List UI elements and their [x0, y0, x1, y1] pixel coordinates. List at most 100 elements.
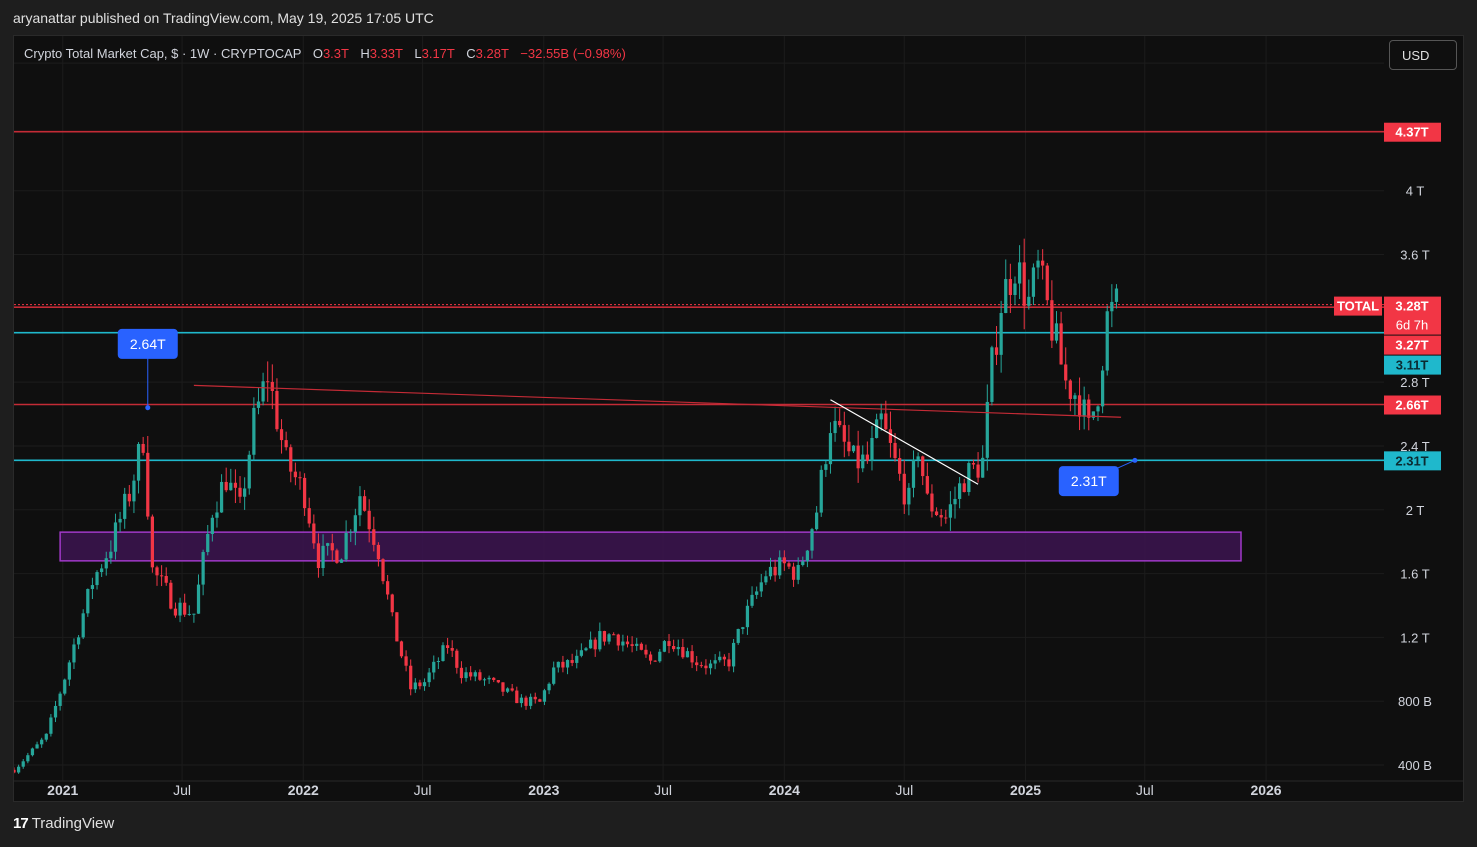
candle-body — [552, 667, 556, 684]
candle-body — [990, 347, 994, 402]
candle-body — [944, 517, 948, 519]
candle-body — [515, 690, 519, 704]
candle-body — [482, 679, 487, 681]
y-axis: 400 B 800 B 1.2 T 1.6 T 2 T 2.4 T 2.8 T 3.6 T 4 … — [1398, 56, 1432, 773]
candle-body — [764, 576, 768, 583]
candle-body — [1008, 279, 1012, 296]
candle-body — [907, 487, 911, 505]
candle-body — [861, 454, 865, 469]
candle-body — [727, 659, 731, 667]
candle-body — [450, 647, 454, 651]
candle-body — [187, 613, 191, 615]
candle-body — [90, 585, 95, 590]
candle-body — [884, 413, 888, 430]
candle-body — [750, 594, 754, 606]
candle-body — [838, 420, 842, 426]
candle-body — [1073, 395, 1077, 399]
tradingview-logo[interactable]: 17 TradingView — [13, 815, 114, 832]
candle-body — [1077, 395, 1082, 417]
price-tag-text-3.27T: 3.27T — [1395, 338, 1428, 353]
candle-body — [934, 511, 939, 516]
candle-body — [247, 454, 251, 489]
x-tick-label: 2021 — [47, 782, 78, 798]
symbol-tag — [1334, 296, 1382, 316]
candle-body — [1105, 311, 1109, 371]
candle-body — [851, 445, 856, 452]
candle-body — [229, 482, 233, 491]
candle-body — [1064, 364, 1068, 381]
candle-body — [362, 496, 367, 511]
candle-body — [976, 464, 980, 478]
candle-body — [708, 663, 713, 669]
candle-body — [1017, 262, 1022, 284]
countdown-text: 6d 7h — [1396, 318, 1429, 333]
close-value: 3.28T — [475, 46, 509, 61]
candle-body — [473, 672, 477, 677]
candle-body — [399, 641, 404, 657]
candle-body — [95, 572, 99, 586]
candle-body — [953, 498, 957, 505]
candle-body — [330, 543, 334, 551]
candle-body — [962, 483, 966, 493]
candle-body — [815, 512, 819, 530]
candle-body — [1041, 260, 1045, 266]
candle-body — [768, 566, 773, 577]
candle-body — [436, 661, 440, 663]
candle-body — [981, 457, 985, 478]
candle-body — [469, 672, 473, 677]
candle-body — [579, 650, 583, 656]
candle-body — [796, 565, 800, 580]
candle-body — [695, 662, 699, 666]
candle-body — [1068, 380, 1072, 399]
candle-body — [312, 523, 316, 544]
candle-body — [409, 665, 413, 690]
callout-anchor-1 — [145, 405, 151, 411]
candle-body — [238, 487, 242, 497]
trendlines — [193, 384, 1122, 485]
price-tag-4.37T — [1384, 122, 1441, 142]
candle-body — [759, 582, 763, 592]
candle-body — [72, 644, 76, 663]
candle-body — [870, 437, 874, 461]
candle-body — [824, 464, 828, 470]
candle-body — [118, 518, 122, 523]
currency-button[interactable]: USD — [1389, 40, 1457, 70]
candle-body — [616, 634, 620, 646]
candle-body — [607, 634, 611, 642]
candle-body — [681, 647, 685, 658]
candle-body — [948, 504, 953, 518]
candle-body — [1091, 411, 1096, 418]
candle-body — [344, 532, 348, 560]
candle-body — [547, 683, 551, 691]
candle-body — [155, 567, 159, 576]
candle-body — [925, 476, 929, 494]
demand-zone — [59, 531, 1242, 562]
y-tick-label: 1.2 T — [1400, 630, 1429, 645]
candle-body — [662, 641, 667, 652]
candle-body — [639, 643, 643, 650]
candle-body — [810, 529, 814, 551]
y-tick-label: 800 B — [1398, 694, 1432, 709]
candle-body — [40, 739, 44, 745]
tradingview-icon: 17 — [13, 815, 29, 832]
close-label: C — [466, 46, 476, 61]
candle-body — [86, 589, 90, 614]
candle-body — [58, 693, 62, 706]
price-tag-text-4.37T: 4.37T — [1395, 125, 1428, 140]
candle-body — [316, 543, 321, 569]
x-tick-label: 2026 — [1250, 782, 1281, 798]
symbol-tag-text: TOTAL — [1337, 299, 1379, 314]
candle-body — [1031, 267, 1036, 297]
grid — [14, 36, 1463, 782]
y-tick-label: 400 B — [1398, 758, 1432, 773]
candle-body — [395, 612, 399, 642]
candle-body — [233, 482, 238, 488]
candle-body — [833, 420, 837, 434]
candle-body — [787, 563, 791, 567]
price-tag-2.66T — [1384, 395, 1441, 415]
x-tick-label: Jul — [414, 782, 432, 798]
candle-body — [902, 473, 906, 505]
candle-body — [1036, 260, 1040, 268]
